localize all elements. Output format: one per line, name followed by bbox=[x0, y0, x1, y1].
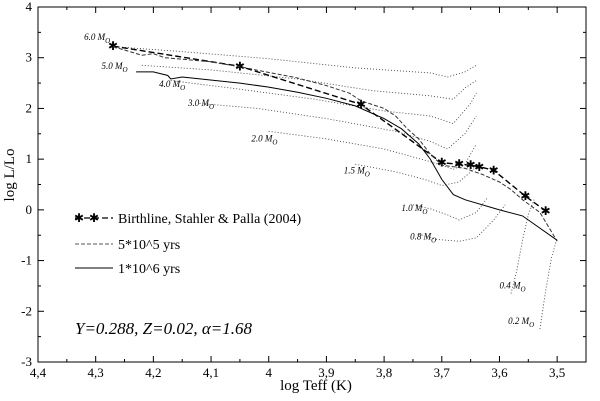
birthline-point: ✱ bbox=[466, 158, 476, 172]
x-tick-label: 4,1 bbox=[203, 365, 219, 380]
x-tick-label: 4,4 bbox=[30, 365, 47, 380]
x-tick-label: 4,3 bbox=[88, 365, 104, 380]
birthline-point: ✱ bbox=[474, 160, 484, 174]
birthline-point: ✱ bbox=[489, 163, 499, 177]
birthline-point: ✱ bbox=[520, 189, 530, 203]
evolutionary-track bbox=[112, 46, 477, 78]
evolutionary-track bbox=[412, 196, 489, 221]
x-tick-label: 3,9 bbox=[318, 365, 334, 380]
mass-label: 5.0 MO bbox=[101, 61, 127, 74]
x-tick-label: 3,8 bbox=[376, 365, 392, 380]
svg-text:✱: ✱ bbox=[89, 211, 99, 225]
mass-label: 0.4 MO bbox=[499, 280, 525, 293]
mass-label: 6.0 MO bbox=[84, 32, 110, 45]
evolutionary-track bbox=[199, 102, 477, 150]
evolutionary-track bbox=[141, 64, 477, 100]
mass-label: 4.0 MO bbox=[159, 79, 185, 92]
legend-5e5: 5*10^5 yrs bbox=[118, 238, 180, 253]
mass-label: 0.8 MO bbox=[410, 231, 436, 244]
birthline-point: ✱ bbox=[541, 204, 551, 218]
y-tick-label: 3 bbox=[26, 50, 33, 65]
birthline-point: ✱ bbox=[108, 39, 118, 53]
x-tick-label: 3,7 bbox=[434, 365, 451, 380]
mass-label: 2.0 MO bbox=[251, 133, 277, 146]
mass-label: 1.5 MO bbox=[344, 165, 370, 178]
x-tick-label: 3,6 bbox=[491, 365, 508, 380]
mass-label: 1.0 MO bbox=[401, 203, 427, 216]
evolutionary-track bbox=[539, 237, 558, 330]
y-tick-label: -2 bbox=[21, 303, 32, 318]
x-tick-label: 4,2 bbox=[145, 365, 161, 380]
y-tick-label: 2 bbox=[26, 100, 33, 115]
mass-label: 3.0 MO bbox=[187, 98, 214, 111]
birthline-point: ✱ bbox=[356, 97, 366, 111]
evolutionary-track bbox=[510, 199, 535, 294]
x-tick-label: 4 bbox=[265, 365, 272, 380]
svg-text:✱: ✱ bbox=[74, 211, 84, 225]
isochrone-1e6-line bbox=[136, 71, 558, 241]
y-tick-label: -3 bbox=[21, 354, 32, 369]
evolutionary-track bbox=[170, 80, 477, 125]
birthline-point: ✱ bbox=[437, 156, 447, 170]
y-axis-label: log L/Lo bbox=[2, 149, 18, 202]
isochrone-5e5-line bbox=[112, 46, 558, 242]
y-tick-label: -1 bbox=[21, 253, 32, 268]
y-tick-label: 1 bbox=[26, 151, 33, 166]
x-tick-label: 3,5 bbox=[549, 365, 565, 380]
mass-label: 0.2 MO bbox=[508, 316, 534, 329]
legend-1e6: 1*10^6 yrs bbox=[118, 262, 180, 277]
y-tick-label: 4 bbox=[26, 0, 33, 14]
y-tick-label: 0 bbox=[26, 202, 33, 217]
x-axis-label: log Teff (K) bbox=[280, 378, 352, 394]
legend: ✱ ✱ Birthline, Stahler & Palla (2004) 5*… bbox=[74, 211, 301, 277]
legend-birthline: Birthline, Stahler & Palla (2004) bbox=[118, 212, 301, 227]
evolutionary-track bbox=[418, 204, 506, 242]
birthline-point: ✱ bbox=[454, 157, 464, 171]
birthline-line bbox=[112, 45, 547, 212]
parameters-annotation: Y=0.288, Z=0.02, α=1.68 bbox=[75, 319, 252, 338]
